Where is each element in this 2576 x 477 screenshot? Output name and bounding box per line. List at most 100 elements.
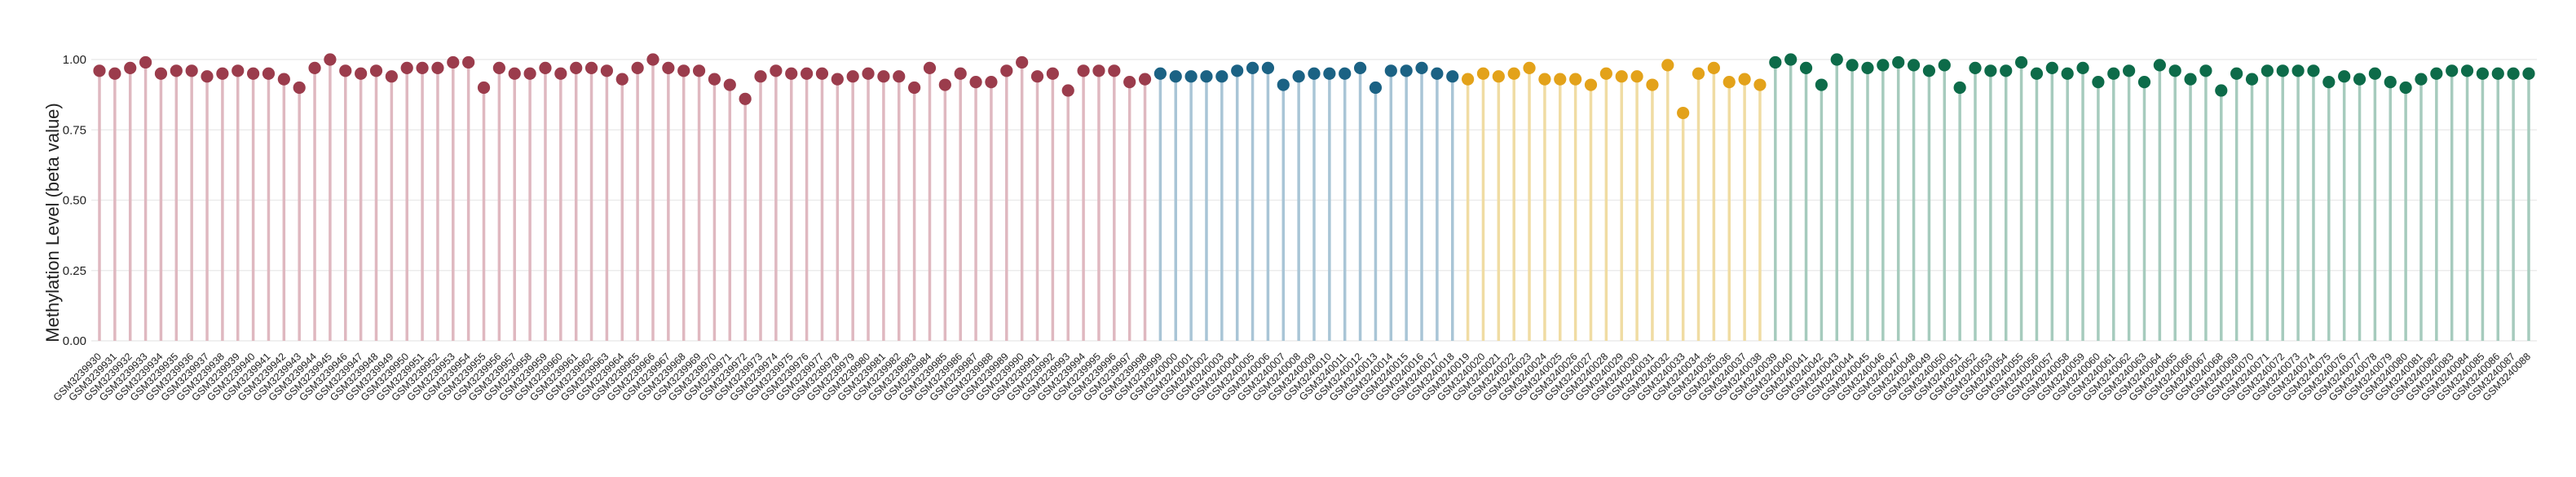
data-point bbox=[908, 81, 921, 95]
data-point bbox=[1507, 67, 1520, 80]
data-point bbox=[831, 73, 844, 86]
data-point bbox=[1922, 64, 1936, 77]
data-point bbox=[1722, 76, 1736, 89]
data-point bbox=[708, 73, 721, 86]
data-point bbox=[2507, 67, 2520, 80]
y-tick-label: 1.00 bbox=[63, 53, 86, 67]
data-point bbox=[785, 67, 798, 80]
data-point bbox=[1799, 61, 1813, 74]
data-point bbox=[2153, 59, 2166, 72]
data-point bbox=[385, 70, 398, 83]
data-point bbox=[1615, 70, 1628, 83]
data-point bbox=[1738, 73, 1751, 86]
data-point bbox=[1339, 67, 1352, 80]
data-point bbox=[2230, 67, 2243, 80]
data-point bbox=[508, 67, 521, 80]
data-point bbox=[2446, 64, 2459, 77]
data-point bbox=[1077, 64, 1090, 77]
data-point bbox=[692, 64, 706, 77]
data-point bbox=[2045, 61, 2058, 74]
data-point bbox=[1492, 70, 1505, 83]
data-point bbox=[431, 61, 444, 74]
stem-layer bbox=[98, 60, 2530, 341]
data-point bbox=[1984, 64, 1997, 77]
data-point bbox=[1046, 67, 1059, 80]
data-point bbox=[324, 53, 337, 66]
data-point bbox=[1384, 64, 1397, 77]
data-point bbox=[1462, 73, 1475, 86]
x-tick-labels: GSM3239930GSM3239931GSM3239932GSM3239933… bbox=[51, 351, 2533, 403]
data-point bbox=[262, 67, 276, 80]
data-point bbox=[1030, 70, 1044, 83]
data-point bbox=[2460, 64, 2474, 77]
data-point bbox=[1061, 84, 1074, 97]
data-point bbox=[1231, 64, 1244, 77]
data-point bbox=[2307, 64, 2320, 77]
data-point bbox=[1369, 81, 1383, 95]
data-point bbox=[2245, 73, 2259, 86]
data-point bbox=[1277, 78, 1290, 91]
data-point bbox=[1692, 67, 1705, 80]
data-point bbox=[1846, 59, 1859, 72]
data-point bbox=[2199, 64, 2212, 77]
data-point bbox=[2491, 67, 2504, 80]
data-point bbox=[1830, 53, 1843, 66]
y-tick-labels: 0.00 0.25 0.50 0.75 1.00 bbox=[63, 53, 86, 348]
data-point bbox=[477, 81, 491, 95]
data-point bbox=[1000, 64, 1013, 77]
data-point bbox=[1431, 67, 1444, 80]
data-point bbox=[2276, 64, 2289, 77]
data-point bbox=[923, 61, 937, 74]
data-point bbox=[2291, 64, 2305, 77]
data-point bbox=[2184, 73, 2197, 86]
data-point bbox=[2322, 76, 2336, 89]
data-point bbox=[677, 64, 690, 77]
dot-layer bbox=[93, 53, 2535, 120]
data-point bbox=[1538, 73, 1551, 86]
data-point bbox=[1938, 59, 1951, 72]
data-point bbox=[1292, 70, 1305, 83]
data-point bbox=[1677, 106, 1690, 120]
data-point bbox=[1016, 55, 1029, 69]
data-point bbox=[1630, 70, 1643, 83]
data-point bbox=[631, 61, 644, 74]
data-point bbox=[1599, 67, 1612, 80]
data-point bbox=[1907, 59, 1921, 72]
data-point bbox=[954, 67, 967, 80]
data-point bbox=[1554, 73, 1567, 86]
y-tick-label: 0.25 bbox=[63, 264, 86, 278]
data-point bbox=[2215, 84, 2228, 97]
data-point bbox=[969, 76, 982, 89]
data-point bbox=[1415, 61, 1428, 74]
data-point bbox=[1261, 61, 1275, 74]
y-tick-label: 0.00 bbox=[63, 334, 86, 348]
data-point bbox=[600, 64, 614, 77]
data-point bbox=[462, 55, 475, 69]
data-point bbox=[1646, 78, 1659, 91]
data-point bbox=[216, 67, 229, 80]
data-point bbox=[1584, 78, 1598, 91]
data-point bbox=[1169, 70, 1182, 83]
y-tick-label: 0.75 bbox=[63, 123, 86, 137]
data-point bbox=[1446, 70, 1459, 83]
data-point bbox=[1707, 61, 1720, 74]
data-point bbox=[862, 67, 875, 80]
data-point bbox=[662, 61, 675, 74]
data-point bbox=[1476, 67, 1490, 80]
data-point bbox=[2399, 81, 2412, 95]
data-point bbox=[293, 81, 306, 95]
data-point bbox=[339, 64, 352, 77]
data-point bbox=[615, 73, 629, 86]
data-point bbox=[1092, 64, 1105, 77]
data-point bbox=[232, 64, 245, 77]
data-point bbox=[2384, 76, 2397, 89]
data-point bbox=[1353, 61, 1367, 74]
data-point bbox=[770, 64, 783, 77]
data-point bbox=[800, 67, 814, 80]
data-point bbox=[2353, 73, 2366, 86]
data-point bbox=[1892, 55, 1905, 69]
data-point bbox=[124, 61, 137, 74]
data-point bbox=[570, 61, 583, 74]
data-point bbox=[739, 92, 752, 105]
